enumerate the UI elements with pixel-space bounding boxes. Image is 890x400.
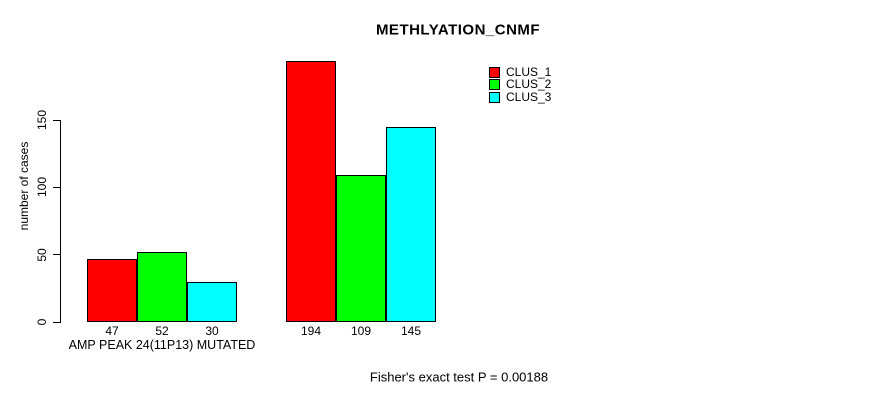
stat-annotation: Fisher's exact test P = 0.00188 [369, 369, 549, 385]
legend-swatch [489, 66, 500, 78]
bar-clus_3-group2 [386, 126, 436, 322]
legend-item: CLUS_2 [489, 77, 552, 92]
bar-clus_1-group2 [286, 60, 336, 322]
y-axis-tick-label: 0 [35, 318, 49, 326]
y-axis-tick [53, 186, 60, 188]
y-axis-tick-label: 100 [35, 177, 49, 198]
bar-clus_2-group2 [336, 175, 386, 322]
y-axis-tick [53, 119, 60, 121]
y-axis-tick-label: 150 [35, 109, 49, 131]
legend-label: CLUS_1 [506, 64, 552, 79]
legend: CLUS_1 CLUS_2 CLUS_3 [489, 66, 551, 104]
bar-clus_2-group1 [137, 251, 187, 322]
bar-value-label: 47 [105, 324, 119, 338]
bar-clus_1-group1 [87, 258, 137, 322]
y-axis-tick-label: 50 [35, 247, 49, 262]
legend-label: CLUS_3 [506, 89, 552, 104]
y-axis-tick [53, 321, 60, 323]
legend-swatch [489, 79, 500, 91]
bar-clus_3-group1 [187, 281, 237, 322]
y-axis-tick [53, 254, 60, 256]
legend-item: CLUS_1 [489, 66, 551, 79]
bar-value-label: 145 [400, 324, 422, 338]
bar-value-label: 52 [155, 324, 169, 338]
bar-value-label: 194 [300, 324, 322, 338]
bar-value-label: 109 [350, 324, 372, 338]
y-axis-line [60, 120, 61, 323]
x-axis-group-label: AMP PEAK 24(11P13) MUTATED [68, 338, 256, 352]
legend-item: CLUS_3 [489, 91, 551, 104]
chart-title: METHLYATION_CNMF [375, 21, 541, 39]
bar-value-label: 30 [205, 324, 219, 338]
legend-swatch [489, 91, 500, 103]
legend-label: CLUS_2 [506, 77, 552, 92]
